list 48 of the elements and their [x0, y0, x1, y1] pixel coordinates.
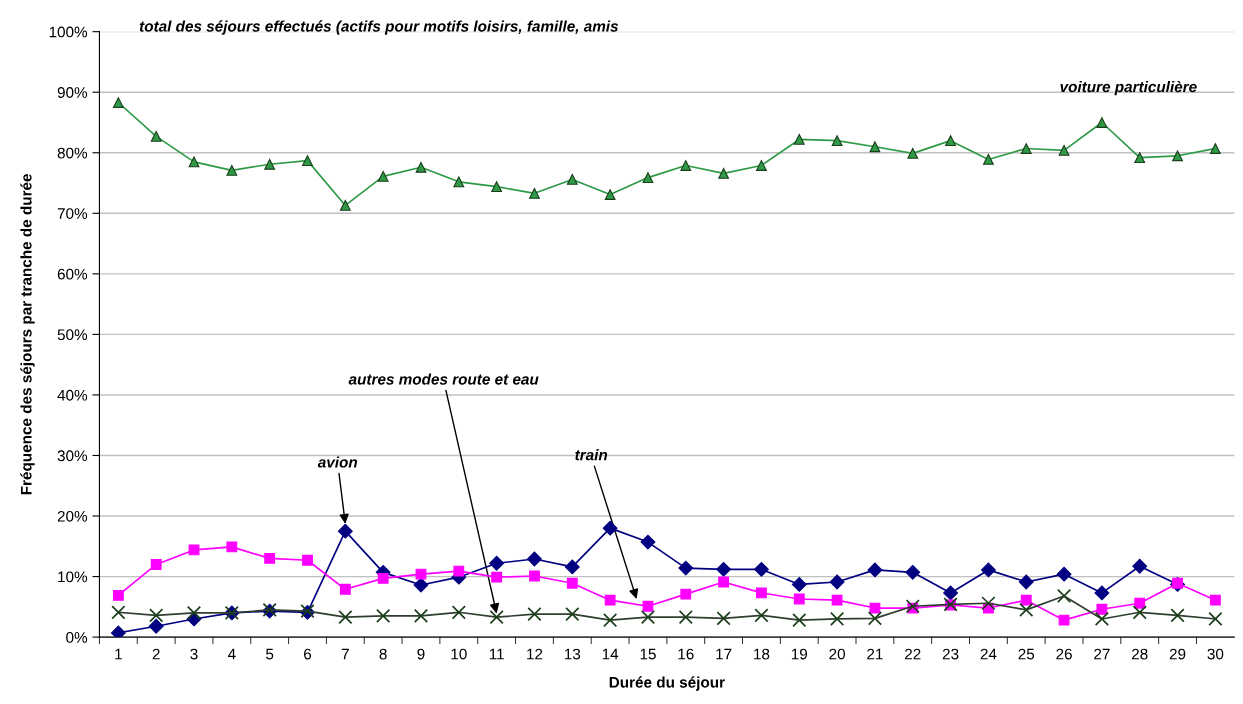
- y-tick-label: 60%: [57, 268, 88, 280]
- y-tick-label: 50%: [57, 329, 88, 341]
- x-tick-label: 13: [564, 648, 581, 660]
- x-tick-label: 21: [867, 648, 883, 660]
- y-tick-label: 10%: [58, 571, 88, 583]
- x-tick-label: 19: [791, 648, 808, 660]
- x-tick-label: 20: [829, 648, 845, 660]
- text: voiture particulière: [1060, 80, 1197, 96]
- y-tick-label: 90%: [57, 87, 88, 98]
- x-tick-label: 7: [341, 648, 349, 660]
- x-tick-label: 23: [942, 648, 959, 660]
- x-tick-label: 28: [1132, 648, 1148, 660]
- x-tick-label: 17: [716, 648, 732, 660]
- y-tick-label: 40%: [57, 389, 88, 401]
- x-tick-label: 1: [115, 648, 122, 660]
- y-tick-label: 30%: [57, 450, 88, 462]
- x-tick-label: 8: [379, 648, 387, 660]
- x-tick-label: 3: [190, 648, 198, 660]
- text: train: [575, 449, 608, 461]
- x-tick-label: 22: [905, 648, 921, 660]
- x-tick-label: 9: [417, 648, 425, 660]
- y-tick-label: 80%: [57, 147, 88, 159]
- text: avion: [317, 456, 358, 468]
- x-tick-label: 15: [640, 648, 656, 660]
- text: autres modes route et eau: [348, 373, 539, 385]
- x-tick-label: 16: [678, 648, 694, 660]
- x-tick-label: 12: [527, 648, 543, 660]
- x-tick-label: 18: [754, 648, 770, 660]
- y-tick-label: 100%: [49, 26, 88, 38]
- x-tick-label: 25: [1018, 648, 1035, 660]
- y-tick-label: 70%: [57, 208, 88, 219]
- x-tick-label: 5: [266, 648, 274, 660]
- x-tick-label: 27: [1094, 648, 1110, 660]
- x-tick-label: 11: [489, 648, 504, 660]
- annotation: total des séjours effectués (actifs pour motifs loisirs, famille, amis: [139, 20, 619, 35]
- x-axis-title: Durée du séjour: [609, 676, 725, 691]
- y-axis-title: Fréquence des séjours par tranche de durée: [20, 174, 35, 495]
- x-tick-label: 30: [1207, 648, 1224, 660]
- x-tick-label: 4: [227, 648, 236, 660]
- x-tick-label: 24: [980, 648, 997, 660]
- y-tick-label: 20%: [57, 510, 88, 522]
- x-tick-label: 6: [304, 648, 312, 660]
- x-tick-label: 14: [602, 648, 619, 660]
- x-tick-label: 10: [451, 648, 467, 660]
- x-tick-label: 29: [1169, 648, 1186, 660]
- x-tick-label: 2: [152, 648, 160, 660]
- y-tick-label: 0%: [66, 631, 88, 643]
- x-tick-label: 26: [1056, 648, 1072, 660]
